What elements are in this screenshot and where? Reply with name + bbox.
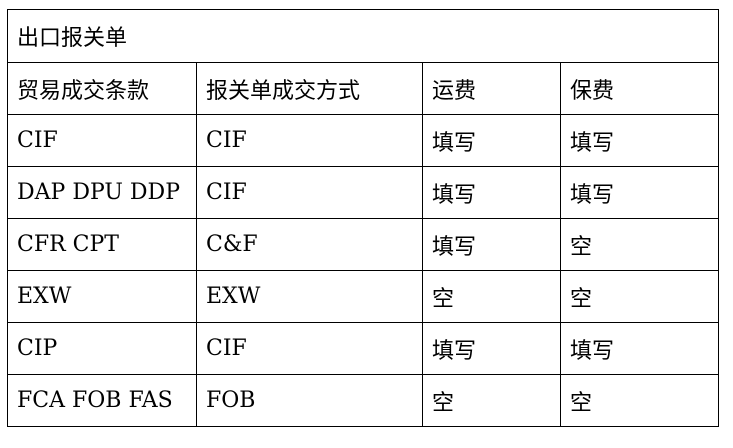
cell-trade-terms: EXW [7,270,197,323]
cell-insurance: 空 [559,218,720,271]
cell-trade-terms: FCA FOB FAS [7,374,197,427]
export-declaration-table: 出口报关单 贸易成交条款 报关单成交方式 运费 保费 CIF CIF 填写 填写 DAP… [6,9,720,427]
cell-freight: 填写 [422,322,561,375]
cell-declaration-method: FOB [196,374,423,427]
table-row: CIF CIF 填写 填写 [7,114,720,167]
table-title-row: 出口报关单 [6,9,720,63]
cell-insurance: 空 [559,270,720,323]
header-freight: 运费 [422,62,561,115]
cell-declaration-method: C&F [196,218,423,271]
table-title: 出口报关单 [6,9,720,63]
cell-trade-terms: DAP DPU DDP [7,166,197,219]
cell-insurance: 填写 [559,114,720,167]
header-declaration-method: 报关单成交方式 [196,62,423,115]
table-row: CIP CIF 填写 填写 [7,322,720,375]
cell-freight: 填写 [422,218,561,271]
table-row: CFR CPT C&F 填写空 [7,218,720,271]
cell-declaration-method: CIF [196,322,423,375]
cell-trade-terms: CIP [7,322,197,375]
cell-freight: 填写 [422,114,561,167]
cell-trade-terms: CFR CPT [7,218,197,271]
cell-declaration-method: CIF [196,166,423,219]
cell-insurance: 空 [559,374,720,427]
table-row: EXW EXW 空空 [7,270,720,323]
cell-insurance: 填写 [559,322,720,375]
header-insurance: 保费 [559,62,720,115]
table-row: FCA FOB FAS FOB 空空 [7,374,720,427]
cell-trade-terms: CIF [7,114,197,167]
cell-declaration-method: EXW [196,270,423,323]
cell-freight: 空 [422,374,561,427]
table-row: DAP DPU DDP CIF 填写 填写 [7,166,720,219]
table-header-row: 贸易成交条款 报关单成交方式 运费 保费 [7,62,720,115]
cell-freight: 填写 [422,166,561,219]
cell-freight: 空 [422,270,561,323]
cell-declaration-method: CIF [196,114,423,167]
cell-insurance: 填写 [559,166,720,219]
header-trade-terms: 贸易成交条款 [7,62,197,115]
